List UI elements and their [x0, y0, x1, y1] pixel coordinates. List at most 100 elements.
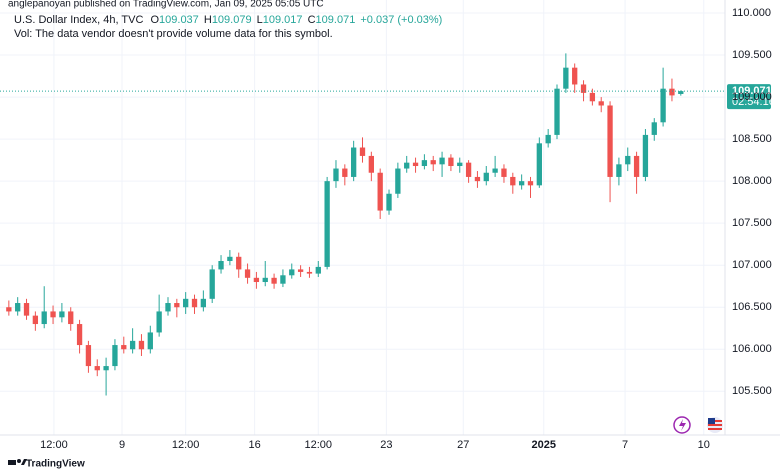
candle-body: [678, 91, 684, 94]
candle-body: [15, 303, 21, 312]
candle-body: [50, 311, 56, 318]
candle-body: [271, 277, 277, 284]
grid: [0, 0, 725, 435]
candle-body: [351, 147, 357, 177]
candle-body: [404, 162, 410, 169]
candle-body: [68, 311, 74, 325]
ohlc-value: 109.017: [263, 14, 303, 26]
candle-body: [244, 269, 251, 278]
candle-body: [386, 193, 392, 211]
candle-body: [297, 269, 304, 272]
candle-body: [262, 277, 268, 283]
candle-body: [616, 164, 622, 177]
candle-body: [183, 298, 189, 308]
candle-body: [333, 168, 339, 182]
candle-body: [660, 88, 666, 123]
x-tick-label: 12:00: [305, 439, 333, 451]
y-tick-label: 105.500: [732, 385, 772, 397]
candle-body: [103, 366, 109, 371]
candle-body: [94, 366, 100, 371]
candle-body: [421, 160, 428, 167]
y-tick-label: 109.000: [732, 91, 772, 103]
candle-body: [377, 172, 383, 211]
candle-body: [430, 160, 436, 165]
last-price-box: [727, 84, 771, 110]
candle-body: [554, 88, 560, 135]
x-tick-label: 16: [249, 439, 261, 451]
ohlc-value: 109.071: [316, 14, 356, 26]
ohlc-value: 109.037: [159, 14, 199, 26]
x-tick-label: 9: [119, 439, 125, 451]
candle-body: [41, 311, 47, 325]
candle-body: [633, 155, 640, 177]
candle-body: [669, 88, 675, 96]
candle-body: [589, 92, 596, 102]
countdown: 02:54:16: [732, 96, 775, 108]
y-tick-label: 107.000: [732, 259, 772, 271]
candle-body: [6, 307, 12, 312]
candle-body: [412, 162, 419, 167]
candle-body: [138, 340, 145, 350]
candle-body: [518, 181, 525, 186]
candle-body: [510, 176, 516, 186]
ohlc-label: O: [150, 14, 159, 26]
y-tick-label: 107.500: [732, 217, 772, 229]
icon-flag[interactable]: [707, 417, 723, 433]
candle-body: [474, 176, 481, 182]
candle-body: [23, 303, 30, 316]
candle-body: [76, 324, 83, 346]
y-tick-label: 108.000: [732, 175, 772, 187]
published-note: anglepanoyan published on TradingView.co…: [8, 0, 324, 10]
candle-body: [395, 168, 401, 194]
candle-body: [289, 269, 295, 276]
candle-body: [191, 298, 198, 308]
ohlc-label: C: [308, 14, 316, 26]
candle-body: [218, 261, 224, 270]
ohlc-value: 109.079: [212, 14, 252, 26]
volume-note: Vol: The data vendor doesn't provide vol…: [14, 28, 333, 40]
icon-flash[interactable]: [673, 416, 691, 434]
legend: U.S. Dollar Index, 4h, TVC O109.037 H109…: [14, 14, 442, 26]
candle-body: [59, 311, 65, 318]
candle-body: [147, 332, 153, 350]
candle-body: [342, 168, 348, 177]
ohlc-label: L: [257, 14, 263, 26]
candle-body: [200, 298, 207, 308]
candle-body: [536, 143, 542, 186]
x-tick-label: 27: [457, 439, 469, 451]
candle-body: [359, 147, 366, 156]
x-tick-label: 10: [698, 439, 710, 451]
candle-body: [280, 275, 286, 284]
brand: TradingView: [26, 459, 85, 470]
candle-body: [527, 181, 534, 186]
candle-body: [174, 303, 180, 308]
candle-body: [598, 101, 604, 106]
candle-body: [315, 266, 321, 274]
y-tick-label: 109.500: [732, 49, 772, 61]
candle-body: [165, 303, 171, 312]
ohlc-label: H: [204, 14, 212, 26]
candle-body: [85, 345, 92, 367]
candle-body: [625, 155, 631, 165]
candle-body: [227, 256, 233, 261]
x-tick-label: 23: [380, 439, 392, 451]
change: +0.037 (+0.03%): [360, 14, 442, 26]
candle-body: [368, 155, 374, 173]
candle-body: [324, 181, 330, 267]
candle-body: [651, 122, 657, 135]
candle-body: [607, 105, 613, 177]
candle-body: [457, 162, 463, 167]
candle-body: [448, 157, 454, 167]
candle-body: [236, 256, 242, 270]
symbol: U.S. Dollar Index, 4h, TVC: [14, 14, 143, 26]
y-tick-label: 106.500: [732, 301, 772, 313]
candle-body: [209, 269, 215, 299]
y-tick-label: 106.000: [732, 343, 772, 355]
y-tick-label: 108.500: [732, 133, 772, 145]
x-tick-label: 12:00: [172, 439, 200, 451]
candle-body: [572, 67, 578, 85]
candle-body: [483, 172, 489, 182]
